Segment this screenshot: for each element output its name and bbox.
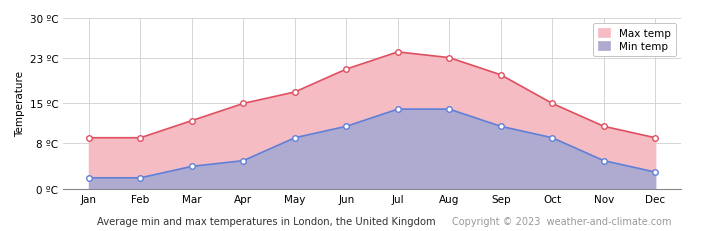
Text: Average min and max temperatures in London, the United Kingdom: Average min and max temperatures in Lond… <box>98 216 436 226</box>
Legend: Max temp, Min temp: Max temp, Min temp <box>592 24 676 57</box>
Y-axis label: Temperature: Temperature <box>15 71 25 137</box>
Text: Copyright © 2023  weather-and-climate.com: Copyright © 2023 weather-and-climate.com <box>452 216 671 226</box>
